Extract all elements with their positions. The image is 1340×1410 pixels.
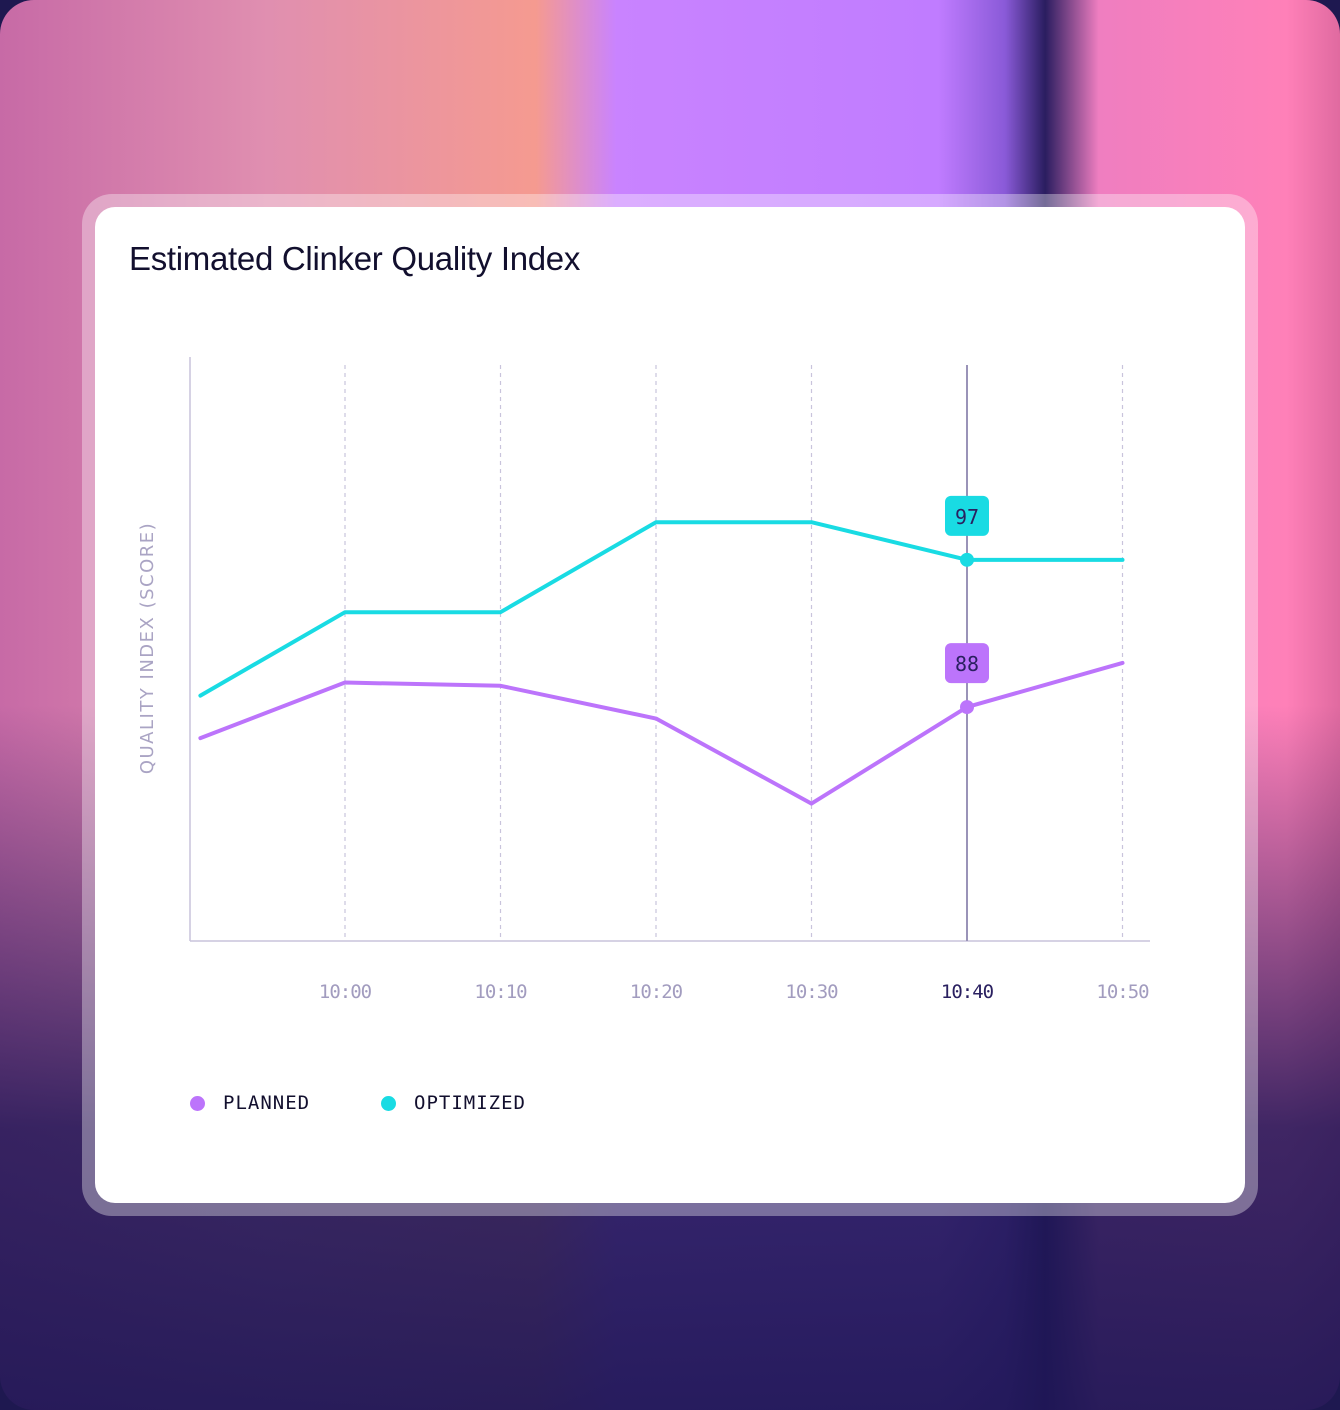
x-tick-label: 10:40 [941, 981, 994, 1003]
y-axis-label: QUALITY INDEX (SCORE) [137, 522, 158, 774]
legend-dot-optimized [381, 1095, 396, 1111]
legend-label: PLANNED [223, 1092, 311, 1114]
value-badge [945, 643, 989, 684]
highlight-point [960, 552, 974, 567]
legend-dot-planned [190, 1095, 205, 1111]
value-badge-label: 97 [955, 505, 979, 529]
highlight-point [960, 700, 974, 715]
value-badge-label: 88 [955, 652, 979, 676]
x-tick-label: 10:30 [785, 981, 838, 1003]
x-tick-label: 10:50 [1096, 981, 1149, 1003]
series-line-planned [198, 660, 1125, 806]
legend-item-planned: PLANNED [190, 1092, 310, 1114]
x-tick-label: 10:20 [630, 981, 683, 1003]
legend-item-optimized: OPTIMIZED [381, 1092, 526, 1114]
value-badge [945, 495, 989, 536]
x-tick-label: 10:00 [319, 981, 372, 1003]
legend-label: OPTIMIZED [414, 1092, 526, 1114]
chart-title: Estimated Clinker Quality Index [129, 240, 581, 277]
x-tick-label: 10:10 [474, 981, 527, 1003]
